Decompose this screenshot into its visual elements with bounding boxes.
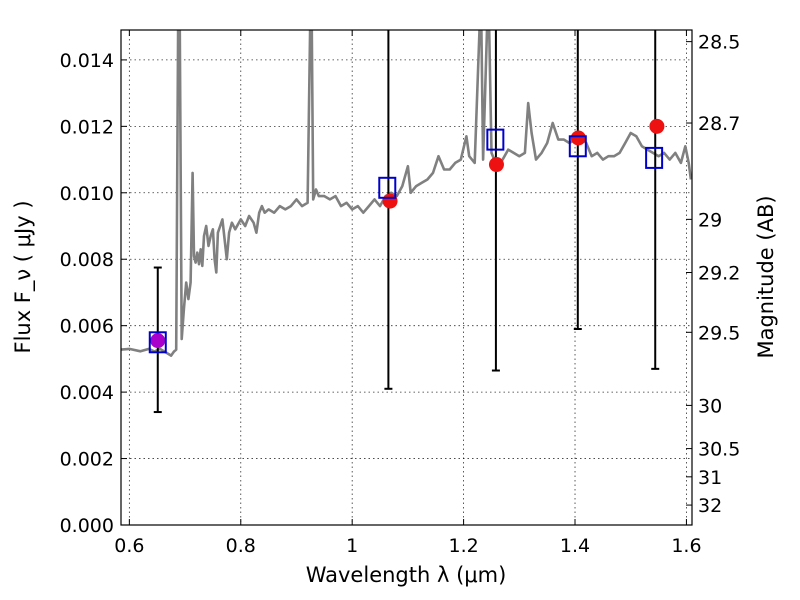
- observed-flux-square: [148, 331, 167, 354]
- axes-layer: 0.000 0.002 0.004 0.006 0.008 0.010 0.012 0.014…: [60, 30, 740, 557]
- x-tick-label: 0.6: [114, 535, 144, 557]
- model-flux-point: [488, 157, 504, 173]
- right-tick-label: 29.5: [698, 322, 740, 344]
- y-tick-label: 0.014: [60, 50, 114, 72]
- plot-frame: [120, 29, 693, 526]
- x-tick-label: 0.8: [226, 535, 256, 557]
- right-tick-label: 30: [698, 395, 722, 417]
- x-axis-label: Wavelength λ (μm): [306, 563, 507, 587]
- x-tick-label: 1.2: [448, 535, 478, 557]
- right-tick-label: 29: [698, 209, 722, 231]
- right-tick-label: 30.5: [698, 439, 740, 461]
- y-tick-label: 0.004: [60, 382, 114, 404]
- x-tick-label: 1.4: [560, 535, 590, 557]
- y-tick-label: 0.000: [60, 515, 114, 537]
- right-axis-label: Magnitude (AB): [754, 195, 778, 358]
- observed-flux-square: [645, 146, 664, 169]
- y-tick-label: 0.012: [60, 116, 114, 138]
- right-tick-label: 29.2: [698, 263, 740, 285]
- right-tick-label: 31: [698, 467, 722, 489]
- right-tick-label: 28.5: [698, 32, 740, 54]
- y-tick-label: 0.010: [60, 183, 114, 205]
- model-flux-point: [649, 118, 665, 134]
- model-flux-point: [570, 130, 586, 146]
- x-tick-label: 1: [346, 535, 358, 557]
- model-flux-point: [150, 333, 166, 349]
- y-tick-label: 0.006: [60, 316, 114, 338]
- y-tick-label: 0.002: [60, 449, 114, 471]
- grid-layer: [121, 30, 692, 525]
- observed-flux-square: [568, 135, 587, 158]
- y-axis-label: Flux F_ν ( μJy ): [11, 200, 36, 353]
- right-tick-label: 28.7: [698, 113, 740, 135]
- observed-flux-square: [486, 128, 505, 151]
- x-tick-label: 1.6: [671, 535, 701, 557]
- y-tick-label: 0.008: [60, 249, 114, 271]
- observed-flux-square: [378, 176, 397, 199]
- right-tick-label: 32: [698, 495, 722, 517]
- plot-layer: [121, 30, 692, 414]
